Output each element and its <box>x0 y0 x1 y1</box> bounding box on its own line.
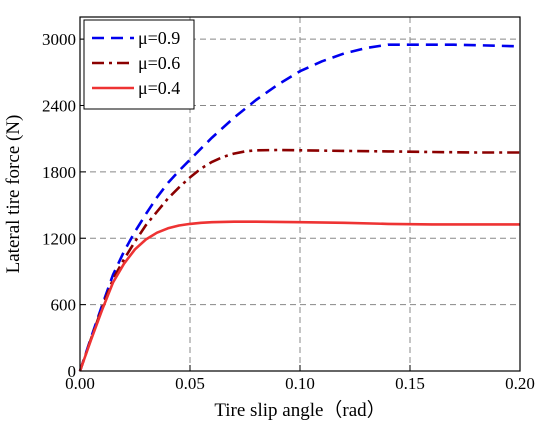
y-tick-label: 2400 <box>42 97 76 116</box>
x-tick-label: 0.10 <box>285 374 315 393</box>
y-tick-label: 0 <box>68 362 77 381</box>
y-tick-label: 3000 <box>42 30 76 49</box>
x-tick-label: 0.00 <box>65 374 95 393</box>
y-axis-label: Lateral tire force (N) <box>3 115 24 274</box>
series-lines <box>78 43 521 372</box>
legend: μ=0.9 μ=0.6 μ=0.4 <box>83 19 195 110</box>
x-tick-label: 0.05 <box>175 374 205 393</box>
legend-label-1: μ=0.6 <box>138 53 180 73</box>
y-tick-label: 600 <box>51 296 77 315</box>
x-axis-label: Tire slip angle（rad） <box>214 399 385 421</box>
y-axis-ticks: 0 600 1200 1800 2400 3000 <box>42 30 86 381</box>
series-line-2 <box>78 220 520 372</box>
x-axis-ticks: 0.00 0.05 0.10 0.15 0.20 <box>65 365 535 393</box>
x-tick-label: 0.15 <box>395 374 425 393</box>
series-line-1 <box>78 148 520 372</box>
x-tick-label: 0.20 <box>505 374 535 393</box>
series-line-0 <box>78 43 521 372</box>
legend-label-2: μ=0.4 <box>138 78 180 98</box>
legend-box <box>83 19 195 110</box>
y-tick-label: 1800 <box>42 163 76 182</box>
legend-label-0: μ=0.9 <box>138 28 180 48</box>
y-tick-label: 1200 <box>42 229 76 248</box>
